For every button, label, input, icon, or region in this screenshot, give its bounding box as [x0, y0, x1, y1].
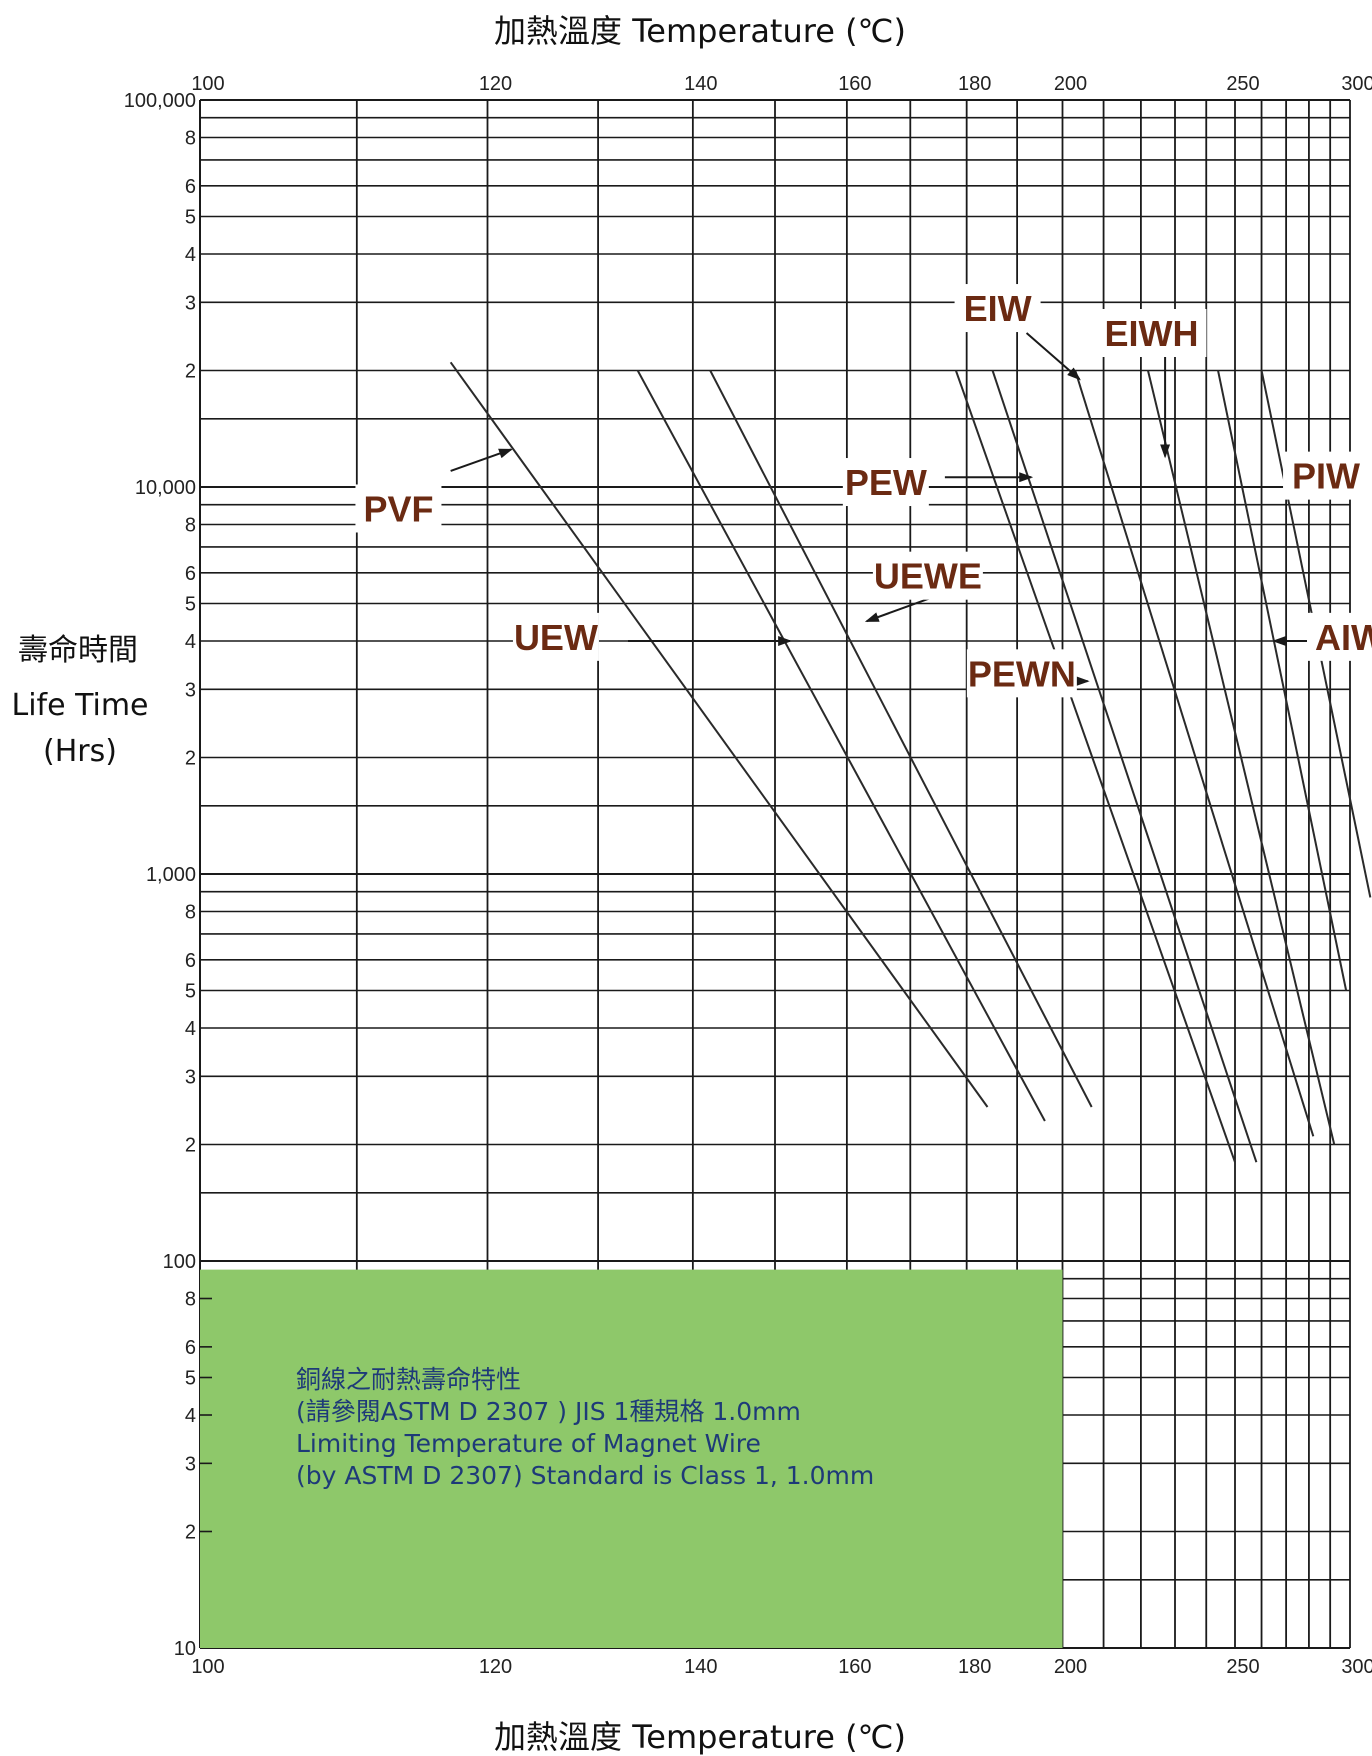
x-tick-label-bottom: 140 — [684, 1656, 717, 1678]
y-tick-label: 5 — [185, 1367, 196, 1389]
series-label-piw: PIW — [1292, 456, 1360, 497]
series-line-eiw — [1074, 370, 1315, 1137]
note-line: 銅線之耐熱壽命特性 — [296, 1365, 521, 1394]
y-tick-labels: 100,000 8 6 5 4 3 2 10,000 8 6 5 4 3 2 1,000 8 6 5 4 3 2 100 8… — [124, 90, 196, 1660]
y-tick-label: 8 — [185, 1289, 196, 1311]
annotation-bg-eiwh — [1096, 308, 1207, 357]
y-tick-label: 4 — [185, 1018, 196, 1040]
annotation-bg-pvf — [355, 484, 442, 533]
series-label-pew: PEW — [845, 462, 927, 503]
annotation-bg-piw — [1283, 451, 1370, 500]
y-tick-label: 2 — [185, 361, 196, 383]
series-label-eiw: EIW — [964, 288, 1032, 329]
x-tick-label-top: 250 — [1226, 73, 1259, 95]
y-axis-title-en: Life Time — [11, 688, 148, 723]
y-tick-label: 6 — [185, 1337, 196, 1359]
y-tick-label: 8 — [185, 128, 196, 150]
y-tick-label: 3 — [185, 679, 196, 701]
series-annotations: PVF UEW UEWE PEWN PEW EIW EIWH PIW AIW — [355, 284, 1372, 698]
series-line-aiw — [1217, 370, 1348, 991]
annotation-arrow-pvf — [450, 448, 513, 472]
x-tick-label-top: 180 — [958, 73, 991, 95]
x-tick-label-top: 160 — [838, 73, 871, 95]
series-label-eiwh: EIWH — [1104, 313, 1198, 354]
y-tick-label: 2 — [185, 1135, 196, 1157]
note-line: (by ASTM D 2307) Standard is Class 1, 1.… — [296, 1461, 874, 1490]
series-line-uewe — [709, 370, 1093, 1108]
x-tick-label-bottom: 300 — [1341, 1656, 1372, 1678]
series-label-pvf: PVF — [363, 488, 433, 529]
x-tick-label-top: 100 — [191, 73, 224, 95]
annotation-bg-aiw — [1307, 612, 1372, 661]
y-axis-title: 壽命時間 Life Time (Hrs) — [11, 633, 148, 769]
y-tick-label: 10,000 — [135, 477, 196, 499]
series-line-eiwh — [1147, 370, 1336, 1145]
x-tick-label-bottom: 160 — [838, 1656, 871, 1678]
y-tick-label: 5 — [185, 593, 196, 615]
annotation-bg-uewe — [872, 551, 983, 600]
x-tick-labels: 100 100 120 120 140 140 160 160 180 180 200 200 250 2… — [191, 73, 1372, 1678]
series-line-uew — [636, 370, 1046, 1122]
y-tick-label: 100,000 — [124, 90, 196, 112]
annotation-arrow-uewe — [864, 595, 934, 623]
series-line-pewn — [954, 370, 1236, 1163]
y-tick-label: 6 — [185, 950, 196, 972]
y-tick-label: 4 — [185, 631, 196, 653]
y-tick-label: 3 — [185, 1066, 196, 1088]
x-tick-label-bottom: 200 — [1054, 1656, 1087, 1678]
y-tick-label: 3 — [185, 1453, 196, 1475]
y-tick-label: 2 — [185, 1522, 196, 1544]
y-tick-label: 8 — [185, 515, 196, 537]
series-label-aiw: AIW — [1315, 617, 1372, 658]
y-tick-label: 2 — [185, 748, 196, 770]
note-box: 銅線之耐熱壽命特性 (請參閱ASTM D 2307 ) JIS 1種規格 1.0m… — [200, 1269, 1063, 1648]
y-tick-label: 10 — [174, 1638, 196, 1660]
x-tick-label-bottom: 120 — [479, 1656, 512, 1678]
series-label-uew: UEW — [514, 617, 598, 658]
annotation-bg-eiw — [954, 284, 1041, 333]
x-tick-label-bottom: 180 — [958, 1656, 991, 1678]
x-tick-label-top: 200 — [1054, 73, 1087, 95]
x-tick-label-top: 120 — [479, 73, 512, 95]
y-axis-title-zh: 壽命時間 — [18, 633, 138, 668]
y-tick-label: 5 — [185, 206, 196, 228]
note-line: Limiting Temperature of Magnet Wire — [296, 1429, 761, 1458]
series-label-uewe: UEWE — [874, 556, 982, 597]
y-tick-label: 3 — [185, 292, 196, 314]
series-lines — [449, 361, 1372, 1163]
y-tick-label: 4 — [185, 1405, 196, 1427]
y-tick-label: 1,000 — [146, 864, 196, 886]
series-label-pewn: PEWN — [968, 653, 1076, 694]
y-tick-label: 4 — [185, 244, 196, 266]
y-axis-title-unit: (Hrs) — [43, 734, 117, 769]
series-line-pew — [991, 370, 1258, 1163]
y-tick-label: 8 — [185, 902, 196, 924]
x-tick-label-top: 140 — [684, 73, 717, 95]
x-tick-label-top: 300 — [1341, 73, 1372, 95]
y-tick-label: 100 — [163, 1251, 196, 1273]
annotation-arrow-eiw — [1025, 332, 1081, 381]
chart-title: 加熱溫度 Temperature (℃) — [494, 12, 906, 50]
y-tick-label: 6 — [185, 563, 196, 585]
note-background — [200, 1269, 1063, 1648]
note-line: (請參閱ASTM D 2307 ) JIS 1種規格 1.0mm — [296, 1397, 801, 1426]
x-axis-title: 加熱溫度 Temperature (℃) — [494, 1718, 906, 1756]
y-tick-label: 6 — [185, 176, 196, 198]
x-tick-label-bottom: 100 — [191, 1656, 224, 1678]
annotation-bg-pewn — [966, 649, 1077, 698]
annotation-bg-pew — [842, 458, 929, 507]
x-tick-label-bottom: 250 — [1226, 1656, 1259, 1678]
series-line-pvf — [449, 361, 989, 1108]
annotation-bg-uew — [512, 612, 599, 661]
y-tick-label: 5 — [185, 980, 196, 1002]
